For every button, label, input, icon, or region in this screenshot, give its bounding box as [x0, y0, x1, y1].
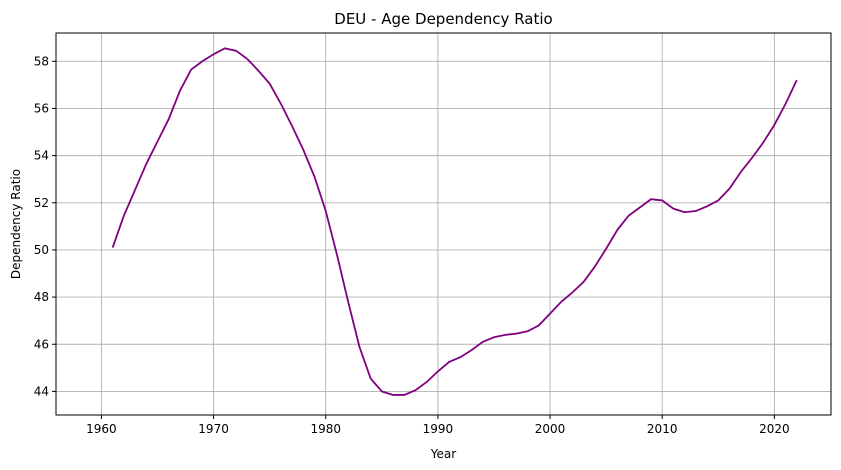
x-tick-label: 2000 — [535, 422, 566, 436]
x-tick-label: 1990 — [423, 422, 454, 436]
y-axis-label: Dependency Ratio — [9, 169, 23, 279]
x-tick-label: 1970 — [198, 422, 229, 436]
tick-layer: 1960 1970 1980 1990 2000 2010 2020 44 46 48 50 52 54… — [34, 54, 790, 436]
y-tick-label: 54 — [34, 149, 49, 163]
grid-layer — [56, 33, 831, 415]
x-tick-label: 1980 — [310, 422, 341, 436]
x-tick-label: 1960 — [86, 422, 117, 436]
y-tick-label: 58 — [34, 54, 49, 68]
chart-title: DEU - Age Dependency Ratio — [334, 10, 552, 28]
x-tick-label: 2010 — [647, 422, 678, 436]
y-tick-label: 52 — [34, 196, 49, 210]
x-tick-label: 2020 — [759, 422, 790, 436]
y-tick-label: 48 — [34, 290, 49, 304]
y-tick-label: 56 — [34, 101, 49, 115]
x-axis-label: Year — [430, 447, 456, 461]
series-line-deu — [111, 47, 798, 396]
y-tick-label: 46 — [34, 337, 49, 351]
y-tick-label: 50 — [34, 243, 49, 257]
plot-frame — [55, 32, 832, 416]
y-tick-label: 44 — [34, 384, 49, 398]
